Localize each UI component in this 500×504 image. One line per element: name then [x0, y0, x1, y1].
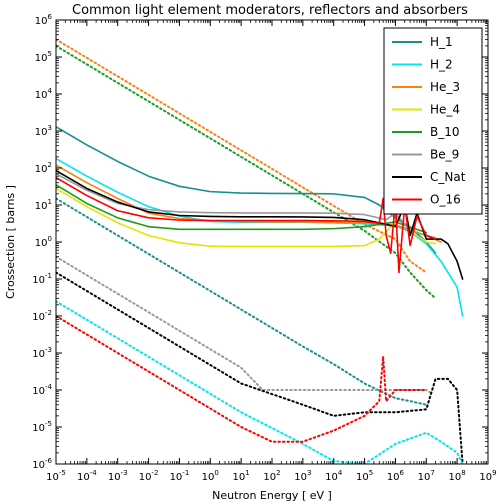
y-tick-label: 10-6 — [32, 457, 52, 471]
x-tick-label: 10-1 — [170, 469, 190, 483]
series-line-dotted-14 — [56, 315, 428, 443]
y-tick-label: 10-1 — [32, 272, 52, 286]
x-tick-label: 105 — [356, 469, 373, 483]
legend-label-be-9: Be_9 — [430, 148, 459, 162]
y-tick-label: 10-3 — [32, 346, 52, 360]
x-tick-label: 100 — [202, 469, 219, 483]
legend-label-c-nat: C_Nat — [430, 170, 466, 184]
x-tick-label: 10-5 — [46, 469, 66, 483]
y-tick-label: 103 — [35, 124, 52, 138]
y-tick-label: 10-2 — [32, 309, 52, 323]
legend-label-h-2: H_2 — [430, 58, 453, 72]
legend-label-he-4: He_4 — [430, 103, 460, 117]
y-tick-label: 10-5 — [32, 420, 52, 434]
y-axis-label: Crossection [ barns ] — [4, 185, 17, 299]
x-tick-label: 107 — [418, 469, 435, 483]
series-line-o-16 — [56, 176, 437, 274]
x-tick-label: 103 — [294, 469, 311, 483]
series-line-he-3 — [56, 164, 442, 243]
chart-title: Common light element moderators, reflect… — [72, 3, 468, 18]
series-line-dotted-10 — [56, 197, 428, 406]
x-axis-label: Neutron Energy [ eV ] — [212, 489, 332, 502]
x-tick-label: 104 — [325, 469, 343, 483]
x-tick-label: 10-4 — [77, 469, 97, 483]
series-line-b-10 — [56, 184, 428, 234]
y-tick-label: 10-4 — [32, 383, 52, 397]
x-tick-label: 109 — [479, 469, 496, 483]
x-tick-label: 10-2 — [139, 469, 159, 483]
x-tick-label: 102 — [263, 469, 280, 483]
y-tick-label: 105 — [35, 50, 52, 64]
series-line-dotted-11 — [56, 255, 433, 395]
x-tick-label: 106 — [387, 469, 405, 483]
legend: H_1 H_2 He_3 He_4 B_10 Be_9 C_Nat O_16 — [383, 27, 483, 215]
plot-frame — [55, 19, 489, 465]
series-line-dotted-13 — [56, 300, 464, 464]
series-line-dotted-8 — [56, 38, 428, 274]
x-tick-label: 108 — [449, 469, 466, 483]
y-tick-label: 100 — [35, 235, 52, 249]
x-tick-label: 10-3 — [108, 469, 128, 483]
series-line-be-9 — [56, 172, 437, 239]
legend-label-he-3: He_3 — [430, 80, 460, 94]
legend-label-o-16: O_16 — [430, 193, 461, 207]
legend-label-b-10: B_10 — [430, 125, 460, 139]
series-line-dotted-12 — [56, 271, 464, 464]
y-tick-label: 104 — [35, 87, 53, 101]
legend-label-h-1: H_1 — [430, 35, 453, 49]
x-tick-label: 101 — [233, 469, 250, 483]
series-layer — [56, 38, 464, 464]
y-tick-label: 106 — [35, 13, 53, 27]
legend-box — [383, 27, 483, 215]
y-tick-label: 102 — [35, 161, 52, 175]
y-tick-label: 101 — [35, 198, 52, 212]
series-line-dotted-9 — [56, 44, 437, 300]
